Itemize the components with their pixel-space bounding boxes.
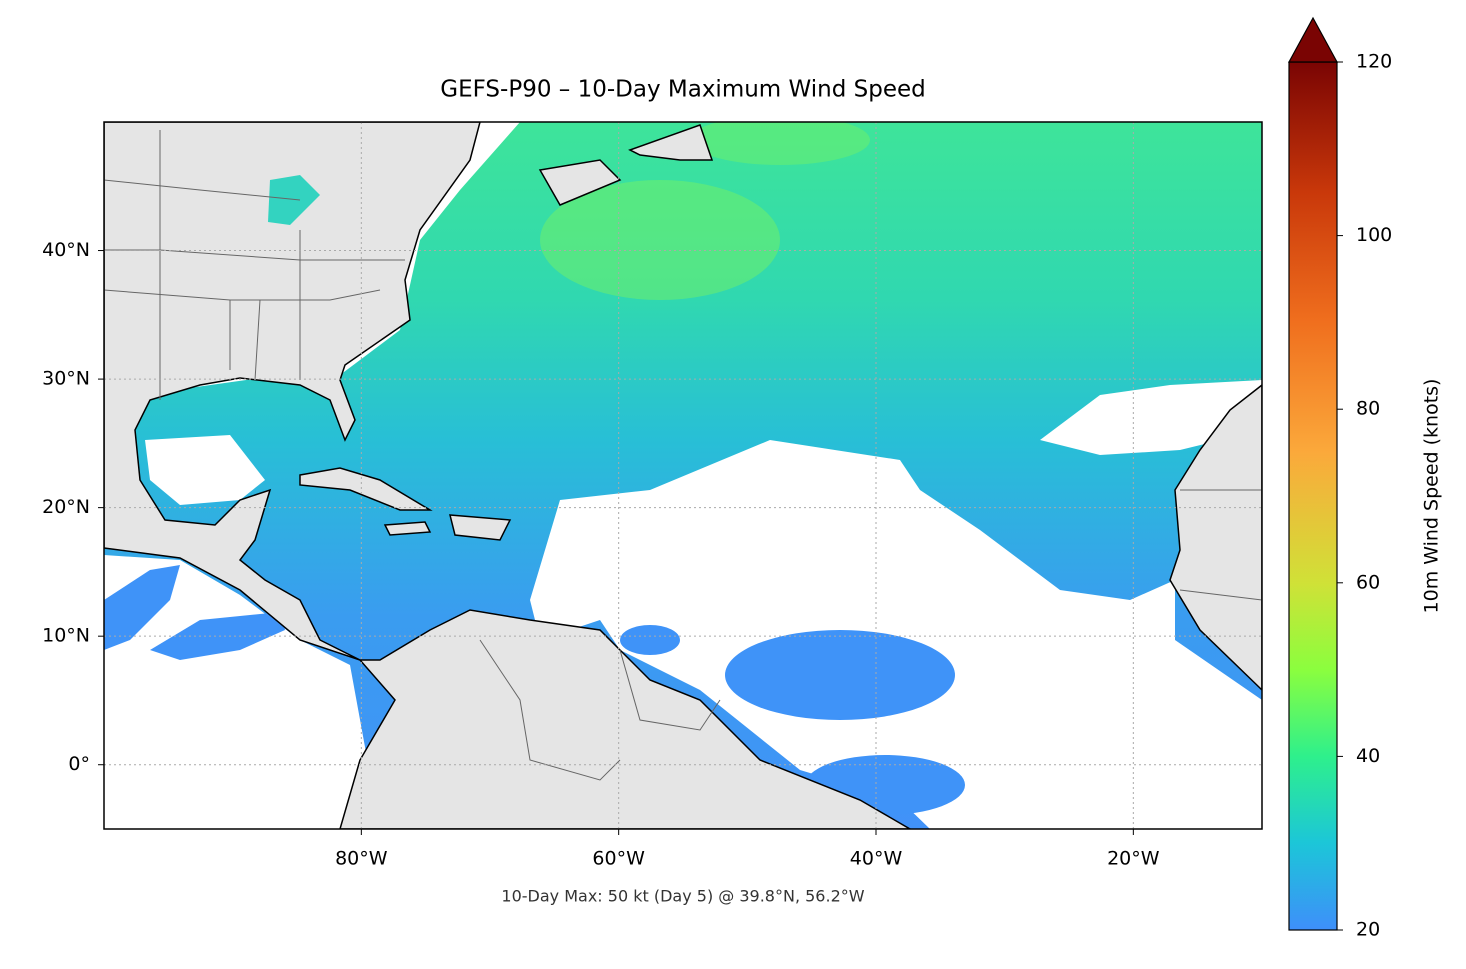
chart-title: GEFS-P90 – 10-Day Maximum Wind Speed [440,77,925,103]
colorbar: 10m Wind Speed (knots) 20 40 60 80 100 120 [1287,16,1443,941]
colorbar-tick-label: 80 [1356,398,1380,420]
colorbar-tick-label: 120 [1356,51,1392,73]
gridlines [104,122,1262,829]
y-tick-label: 10°N [42,625,90,647]
x-tick-label: 80°W [335,848,388,870]
colorbar-tick-label: 40 [1356,745,1380,767]
colorbar-label: 10m Wind Speed (knots) [1421,379,1443,614]
y-tick-label: 20°N [42,496,90,518]
colorbar-tick-label: 60 [1356,571,1380,593]
y-tick-label: 30°N [42,368,90,390]
axis-ticks: 80°W 60°W 40°W 20°W 0° 10°N 20°N 30°N 40°N [42,239,1160,869]
x-tick-label: 40°W [850,848,903,870]
y-tick-label: 0° [68,753,90,775]
y-tick-label: 40°N [42,239,90,261]
colorbar-tick-label: 100 [1356,224,1392,246]
colorbar-tick-label: 20 [1356,919,1380,941]
map-frame [103,121,1263,830]
colorbar-scale [1288,61,1338,931]
map-field [104,122,1262,829]
x-tick-label: 20°W [1107,848,1160,870]
x-tick-label: 60°W [592,848,645,870]
colorbar-extend [1287,16,1339,63]
annotation: 10-Day Max: 50 kt (Day 5) @ 39.8°N, 56.2… [501,887,864,906]
